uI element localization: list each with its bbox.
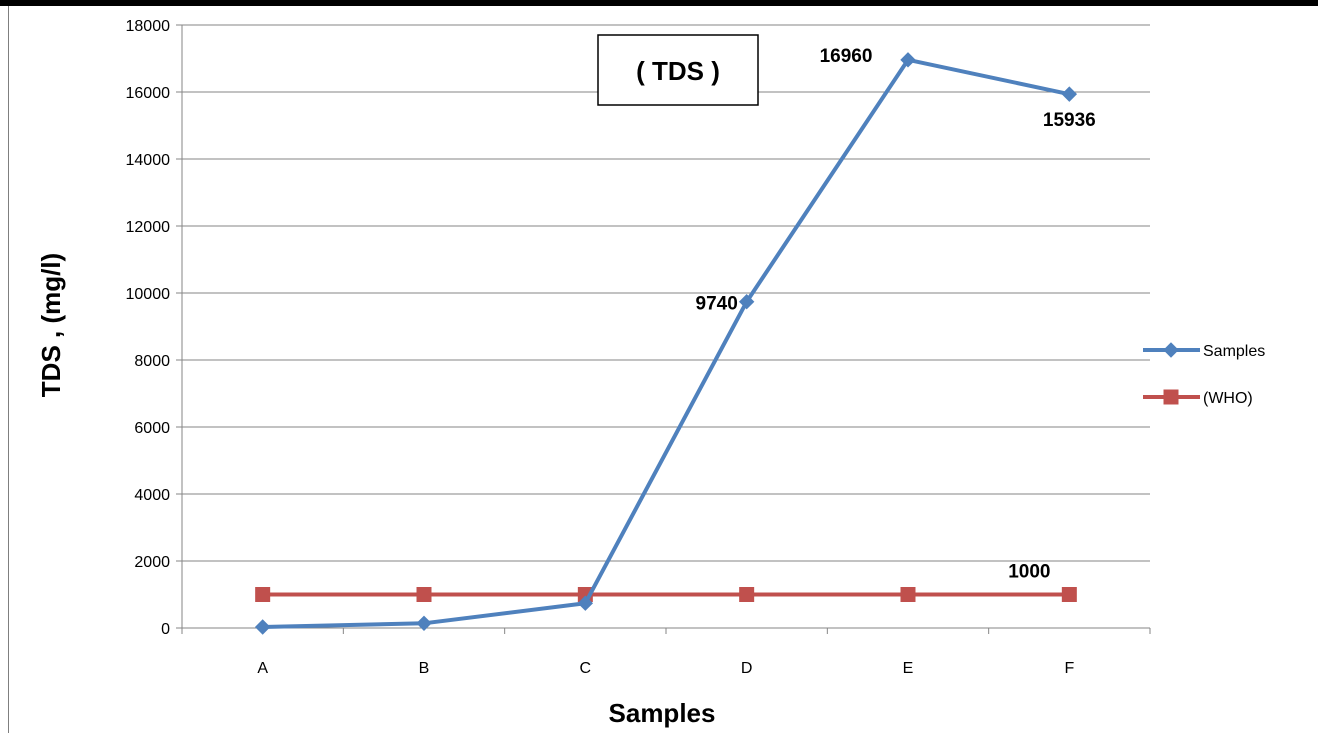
data-point-diamond	[1163, 342, 1179, 358]
y-tick-label: 14000	[126, 152, 171, 169]
data-label: 9740	[696, 294, 738, 315]
x-tick-label: D	[741, 660, 753, 677]
data-label: 16960	[820, 46, 873, 67]
data-point-diamond	[1061, 86, 1078, 102]
y-axis-title: TDS , (mg/l)	[36, 253, 66, 397]
data-labels: 9740 16960 15936 1000	[696, 46, 1096, 583]
data-point-square	[255, 587, 271, 602]
x-tick-label: A	[257, 660, 268, 677]
x-axis-title: Samples	[609, 698, 716, 728]
left-border	[8, 6, 9, 733]
data-point-diamond	[577, 595, 594, 611]
y-tick-label: 4000	[134, 487, 170, 504]
x-tick-labels: A B C D E F	[257, 660, 1074, 677]
legend-label: (WHO)	[1203, 390, 1253, 407]
top-border	[0, 0, 1318, 6]
series-samples	[254, 52, 1078, 635]
x-tick-label: E	[903, 660, 914, 677]
legend: Samples (WHO)	[1143, 342, 1265, 407]
data-point-square	[1061, 587, 1077, 602]
y-tick-labels: 0 2000 4000 6000 8000 10000 12000 14000 16000 180…	[126, 18, 171, 638]
x-tick-label: C	[580, 660, 592, 677]
legend-label: Samples	[1203, 343, 1265, 360]
data-point-square	[900, 587, 916, 602]
data-point-square	[1163, 389, 1179, 405]
x-tick-label: B	[419, 660, 430, 677]
series-line	[262, 57, 1070, 629]
chart-title-box: ( TDS )	[597, 34, 759, 106]
y-tick-label: 8000	[134, 353, 170, 370]
data-point-diamond	[738, 294, 755, 310]
series-who	[255, 587, 1077, 602]
y-tick-label: 18000	[126, 18, 171, 35]
x-tick-label: F	[1064, 660, 1074, 677]
data-point-square	[416, 587, 432, 602]
data-point-square	[739, 587, 755, 602]
series-group	[254, 52, 1078, 635]
data-point-diamond	[416, 615, 432, 632]
chart-title: ( TDS )	[636, 56, 720, 86]
axes	[176, 24, 1151, 634]
gridlines	[182, 24, 1150, 562]
title-frame	[597, 34, 759, 106]
legend-item-samples: Samples	[1143, 342, 1265, 360]
legend-item-who: (WHO)	[1143, 389, 1253, 407]
data-label: 15936	[1043, 110, 1096, 131]
y-tick-label: 10000	[126, 286, 171, 303]
data-point-diamond	[900, 52, 916, 68]
y-tick-label: 16000	[126, 85, 171, 102]
data-point-diamond	[254, 619, 271, 635]
y-tick-label: 0	[161, 621, 170, 638]
data-label: 1000	[1008, 562, 1050, 583]
y-tick-label: 6000	[134, 420, 170, 437]
y-tick-label: 12000	[126, 219, 171, 236]
y-tick-label: 2000	[134, 554, 170, 571]
